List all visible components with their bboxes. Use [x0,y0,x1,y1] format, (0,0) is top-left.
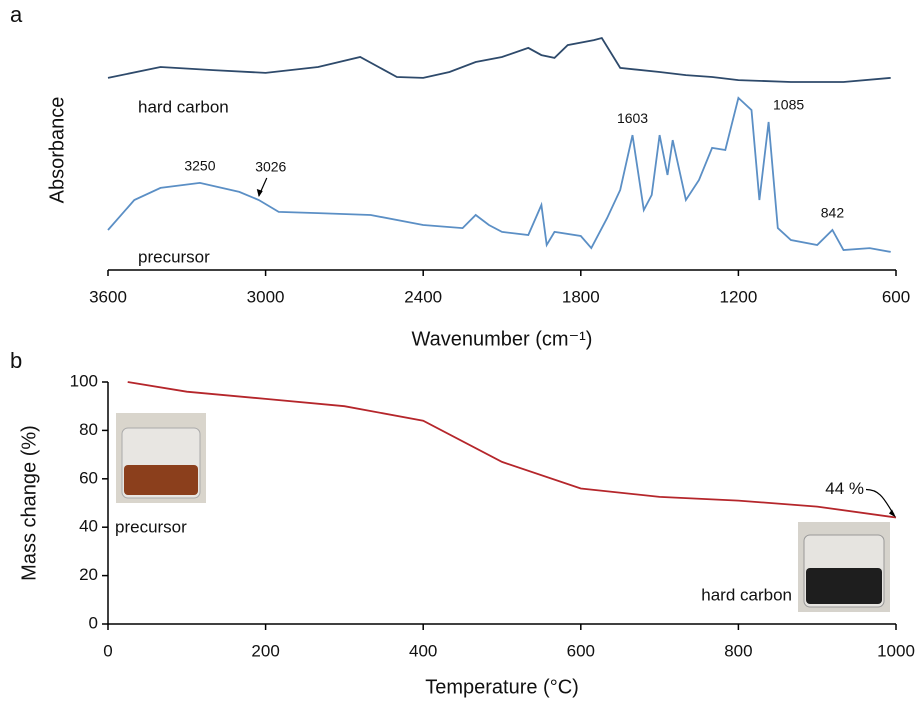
series-label: hard carbon [138,97,229,116]
x-tick-label: 200 [251,641,279,660]
series-line [127,381,897,519]
annotation-arrow [865,488,895,515]
annotation: 44 % [825,479,864,498]
x-tick-label: 400 [409,641,437,660]
y-tick-label: 80 [79,420,98,439]
annotation: 1085 [773,97,804,113]
x-axis-title: Wavenumber (cm⁻¹) [412,328,593,350]
x-tick-label: 600 [567,641,595,660]
annotation: 3250 [184,158,215,174]
photo-inset [798,522,890,612]
x-tick-label: 3000 [247,287,285,306]
x-tick-label: 800 [724,641,752,660]
annotation: 1603 [617,110,648,126]
inset-label: hard carbon [701,585,792,604]
panel-label: b [10,348,22,373]
y-axis-title: Absorbance [46,97,68,204]
annotation-arrowhead [889,509,896,518]
y-axis-title: Mass change (%) [18,425,40,581]
annotation-arrowhead [256,189,263,198]
annotation: 3026 [255,159,286,175]
panel-label: a [10,2,23,27]
y-tick-label: 40 [79,517,98,536]
x-tick-label: 2400 [404,287,442,306]
y-tick-label: 20 [79,565,98,584]
x-tick-label: 0 [103,641,112,660]
series-label: precursor [138,247,210,266]
x-tick-label: 1800 [562,287,600,306]
y-tick-label: 60 [79,468,98,487]
y-tick-label: 100 [70,371,98,390]
annotation: 842 [821,205,845,221]
series-line [107,36,891,83]
x-tick-label: 1200 [719,287,757,306]
series-line [107,96,891,253]
x-tick-label: 3600 [89,287,127,306]
x-tick-label: 1000 [877,641,915,660]
photo-inset [116,413,206,503]
x-tick-label: 600 [882,287,910,306]
x-axis-title: Temperature (°C) [425,676,579,698]
y-tick-label: 0 [89,613,98,632]
inset-label: precursor [115,517,187,536]
